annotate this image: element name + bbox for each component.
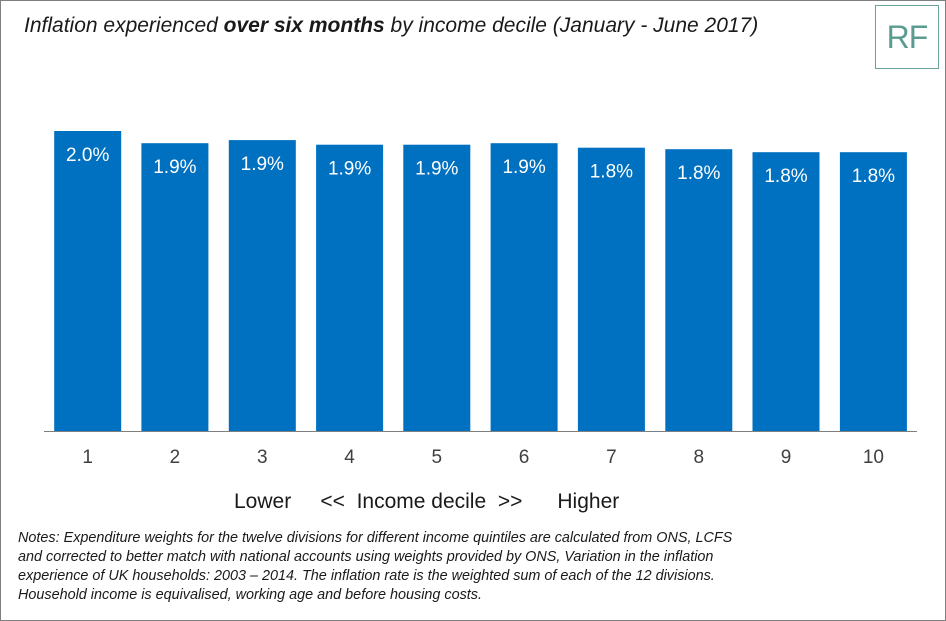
rf-logo: RF <box>875 5 939 69</box>
x-tick-label: 1 <box>82 447 93 468</box>
title-bold: over six months <box>223 14 385 37</box>
data-label: 1.9% <box>241 154 284 175</box>
bar-decile-7 <box>577 147 645 431</box>
x-axis-caption: Lower << Income decile >> Higher <box>234 490 619 514</box>
bar-decile-3 <box>228 140 296 431</box>
notes-line: and corrected to better match with natio… <box>18 549 714 565</box>
notes-line: Household income is equivalised, working… <box>18 587 482 603</box>
data-label: 1.8% <box>590 162 633 183</box>
x-tick-label: 8 <box>694 447 705 468</box>
data-label: 1.8% <box>852 166 895 187</box>
notes: Notes: Expenditure weights for the twelv… <box>18 529 918 605</box>
x-tick-label: 2 <box>170 447 181 468</box>
axis-caption-lower: Lower <box>234 490 292 513</box>
bar-decile-2 <box>141 143 209 431</box>
data-label: 1.9% <box>153 157 196 178</box>
bars-layer: 2.0% 1.9% 1.9% 1.9% 1.9% 1.9% 1.8% 1.8% 1.8% 1.8% <box>54 131 907 431</box>
data-label: 2.0% <box>66 145 109 166</box>
axis-caption-middle: << Income decile >> <box>320 490 523 513</box>
data-label: 1.9% <box>328 159 371 180</box>
title-suffix: by income decile (January - June 2017) <box>384 14 759 37</box>
logo-text: RF <box>886 18 929 55</box>
title-prefix: Inflation experienced <box>24 14 224 37</box>
bar-decile-6 <box>490 143 558 431</box>
notes-line: experience of UK households: 2003 – 2014… <box>18 568 715 584</box>
tick-labels-layer: 1 2 3 4 5 6 7 8 9 10 <box>82 447 884 468</box>
bar-decile-4 <box>316 144 384 431</box>
data-label: 1.9% <box>502 157 545 178</box>
x-tick-label: 3 <box>257 447 268 468</box>
notes-line: Notes: Expenditure weights for the twelv… <box>18 530 733 546</box>
bar-decile-9 <box>752 152 820 431</box>
data-label: 1.9% <box>415 159 458 180</box>
x-tick-label: 5 <box>432 447 443 468</box>
x-tick-label: 10 <box>863 447 884 468</box>
bar-decile-8 <box>665 149 733 431</box>
data-label: 1.8% <box>764 166 807 187</box>
x-tick-label: 9 <box>781 447 792 468</box>
bar-decile-5 <box>403 144 471 431</box>
x-tick-label: 7 <box>606 447 617 468</box>
data-label: 1.8% <box>677 163 720 184</box>
bar-decile-10 <box>839 152 907 431</box>
bar-decile-1 <box>54 131 122 431</box>
axis-caption-higher: Higher <box>557 490 620 513</box>
x-tick-label: 4 <box>344 447 355 468</box>
bar-chart: 2.0% 1.9% 1.9% 1.9% 1.9% 1.9% 1.8% 1.8% 1.8% 1.8%… <box>44 131 917 468</box>
x-tick-label: 6 <box>519 447 530 468</box>
chart-title: Inflation experienced over six months by… <box>24 14 758 38</box>
